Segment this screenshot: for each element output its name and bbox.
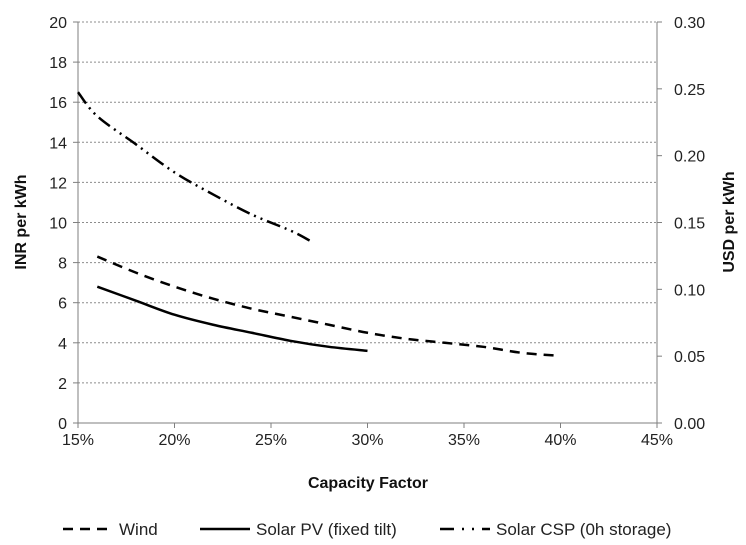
y-tick-label: 20: [49, 15, 67, 32]
gridlines: [78, 21, 657, 384]
y-tick-label: 14: [49, 135, 67, 152]
legend-label-wind: Wind: [119, 520, 158, 539]
x-tick-label: 20%: [158, 432, 190, 449]
x-tick-label: 35%: [448, 432, 480, 449]
y2-tick-label: 0.25: [674, 82, 705, 99]
x-tick-label: 15%: [62, 432, 94, 449]
y-tick-label: 10: [49, 216, 67, 233]
x-tick-label: 25%: [255, 432, 287, 449]
legend-label-solar-csp-0h-storage: Solar CSP (0h storage): [496, 520, 671, 539]
y2-tick-label: 0.15: [674, 216, 705, 233]
tick-labels: 0 2 4 6 8 10 12 14 16 18 20 0.00 0.05 0.10 0.15 0.20 0.2…: [49, 15, 705, 449]
series-lines: [77, 91, 561, 358]
series-line-solar-pv-fixed-tilt: [96, 285, 368, 353]
x-tick-label: 30%: [351, 432, 383, 449]
legend-label-solar-pv-fixed-tilt: Solar PV (fixed tilt): [256, 520, 397, 539]
series-line-wind: [96, 255, 561, 358]
y2-tick-label: 0.20: [674, 149, 705, 166]
y-tick-label: 6: [58, 296, 67, 313]
y-tick-label: 8: [58, 256, 67, 273]
x-axis-title: Capacity Factor: [308, 475, 428, 492]
y-tick-label: 16: [49, 95, 67, 112]
series-line-solar-csp-0h-storage: [77, 91, 311, 242]
y-tick-label: 2: [58, 376, 67, 393]
y-axis-title: INR per kWh: [13, 174, 30, 269]
legend: Wind Solar PV (fixed tilt) Solar CSP (0h s…: [63, 520, 671, 539]
y2-tick-label: 0.30: [674, 15, 705, 32]
y2-tick-label: 0.00: [674, 416, 705, 433]
y-tick-label: 18: [49, 55, 67, 72]
y-tick-label: 12: [49, 175, 67, 192]
x-tick-label: 45%: [641, 432, 673, 449]
axes: [73, 21, 662, 428]
y-tick-label: 4: [58, 336, 67, 353]
y2-tick-label: 0.05: [674, 349, 705, 366]
y-tick-label: 0: [58, 416, 67, 433]
y2-axis-title: USD per kWh: [721, 171, 738, 272]
x-tick-label: 40%: [544, 432, 576, 449]
y2-tick-label: 0.10: [674, 282, 705, 299]
